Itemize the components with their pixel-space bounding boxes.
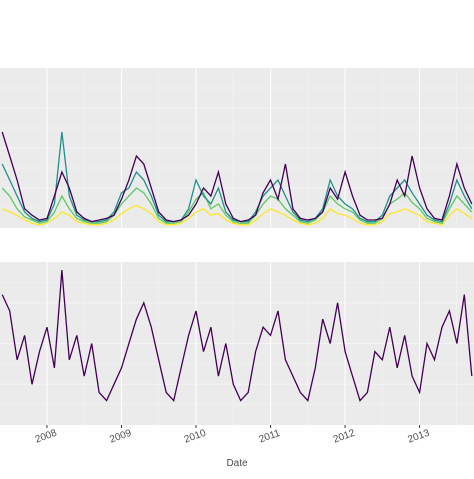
x-tick-label: 2010 xyxy=(183,428,208,446)
series-line xyxy=(1,270,473,402)
x-tick-label: 2011 xyxy=(258,428,282,446)
x-tick-label: 2009 xyxy=(108,428,133,446)
x-axis-label: Date xyxy=(226,458,248,469)
series-line xyxy=(1,131,473,223)
x-tick-label: 2008 xyxy=(34,428,59,446)
x-tick-label: 2012 xyxy=(332,428,357,446)
series-line xyxy=(1,204,473,226)
series-line xyxy=(1,187,473,224)
x-tick-label: 2013 xyxy=(406,428,431,446)
